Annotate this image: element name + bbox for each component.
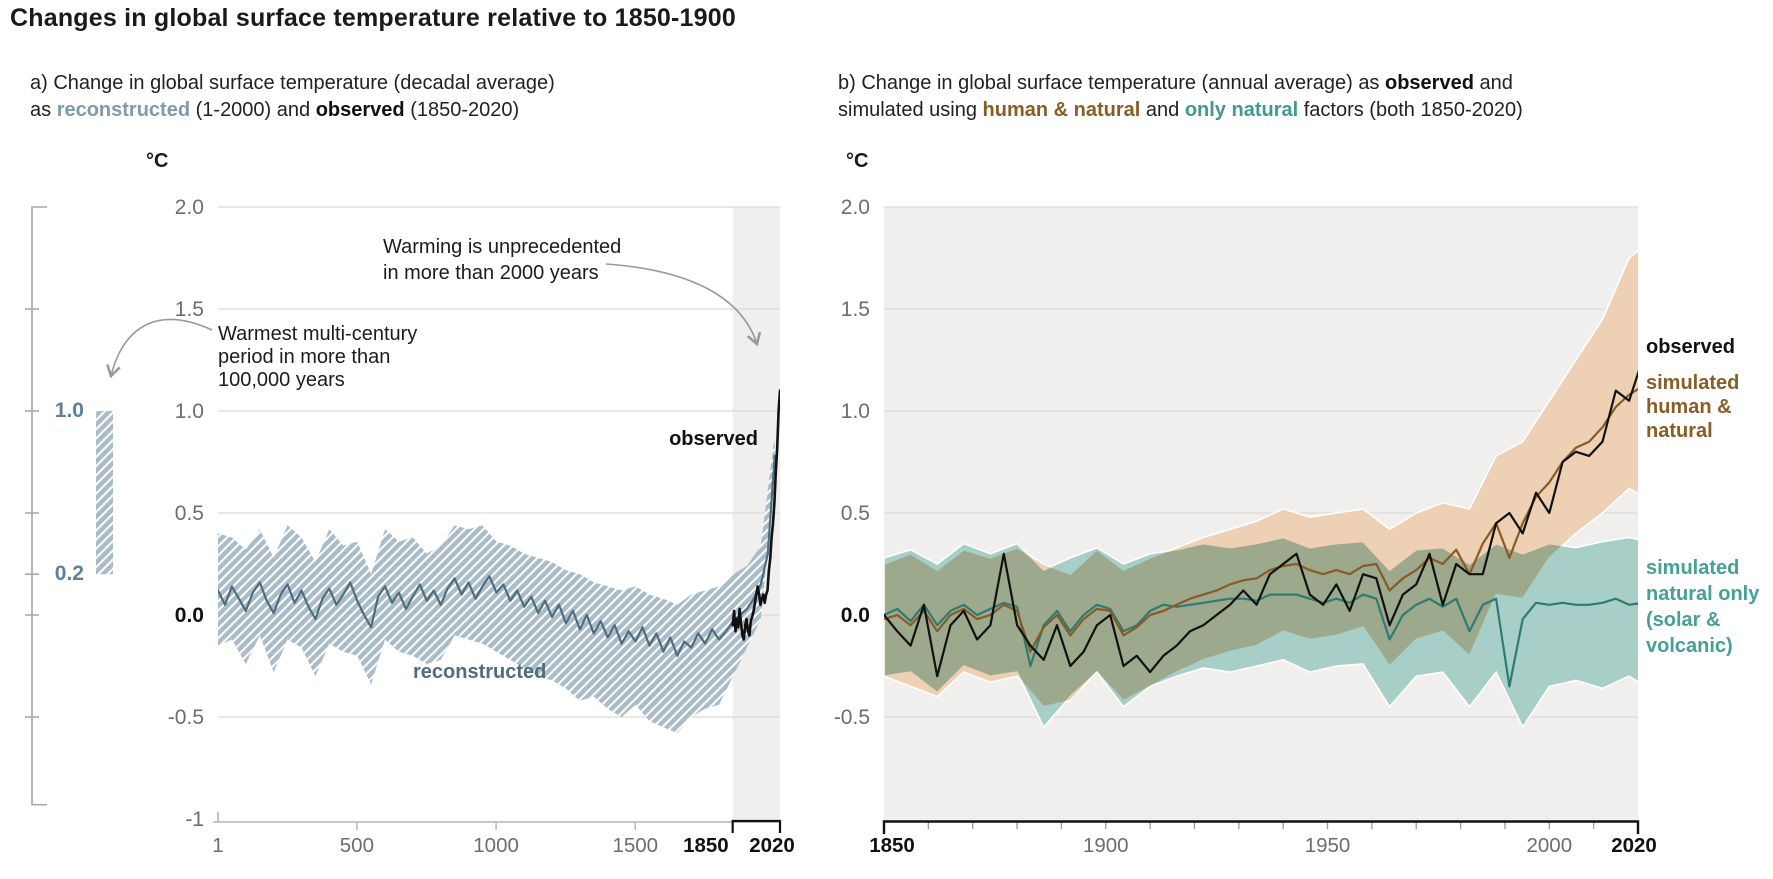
y-tick-label: 1.0 (841, 400, 870, 423)
panel-b-y-unit: °C (846, 150, 869, 172)
panel-a: 2.01.51.00.50.0-0.5-11 500 1000 1500 1850 202… (168, 196, 795, 857)
line-observed (731, 389, 780, 641)
subtitle-text: b) Change in global surface temperature … (838, 72, 1385, 94)
y-tick-label: 2.0 (175, 196, 204, 219)
x-tick-label: 1850 (869, 834, 915, 857)
y-tick-label: -1 (185, 808, 204, 831)
y-tick-label: -0.5 (168, 706, 204, 729)
observed-period-bracket (731, 819, 782, 833)
panel-b-subtitle: b) Change in global surface temperature … (838, 70, 1738, 124)
subtitle-text: (1850-2020) (404, 99, 520, 121)
x-tick-label: 1850 (683, 834, 729, 857)
figure-title: Changes in global surface temperature re… (10, 4, 736, 32)
subtitle-text: (1-2000) and (190, 99, 316, 121)
x-tick-label: 2020 (1611, 834, 1657, 857)
only-natural-keyword: only natural (1184, 99, 1299, 121)
warmest-period-bar (96, 411, 113, 575)
side-scale-axis (31, 206, 47, 806)
y-tick-label: 0.0 (841, 604, 870, 627)
subtitle-text: simulated using (838, 99, 983, 121)
panel-b-simulated-natural-only-label: simulated natural only (solar & volcanic… (1646, 557, 1760, 657)
warming-annotation: Warming is unprecedented in more than 20… (383, 236, 622, 284)
panel-b-simulated-human-natural-label: simulated human & natural (1646, 372, 1740, 442)
x-tick-label: 1000 (473, 834, 519, 857)
y-tick-label: -0.5 (834, 706, 870, 729)
line-reconstructed (218, 454, 776, 657)
panel-a-subtitle: a) Change in global surface temperature … (30, 70, 750, 124)
panel-a-y-unit: °C (146, 150, 169, 172)
panel-b-observed-label: observed (1646, 336, 1735, 358)
panel-a-subtitle-line2: as reconstructed (1-2000) and observed (… (30, 97, 750, 124)
line-observed (884, 369, 1638, 678)
side-scale-label-0-2: 0.2 (54, 562, 84, 585)
subtitle-text: as (30, 99, 57, 121)
line-simulated-natural-only (884, 593, 1638, 688)
side-scale-label-1-0: 1.0 (54, 399, 84, 422)
x-axis (882, 820, 1640, 834)
y-tick-label: 0.5 (841, 502, 870, 525)
x-tick-label: 1950 (1305, 834, 1351, 857)
x-tick-label: 2000 (1526, 834, 1572, 857)
y-tick-label: 0.0 (175, 604, 204, 627)
panel-a-observed-label: observed (669, 428, 758, 450)
human-natural-keyword: human & natural (982, 99, 1141, 121)
y-tick-label: 1.5 (175, 298, 204, 321)
y-tick-label: 2.0 (841, 196, 870, 219)
subtitle-text: and (1473, 72, 1513, 94)
x-tick-label: 500 (340, 834, 374, 857)
x-tick-label: 1900 (1083, 834, 1129, 857)
panel-b: 2.0 1.5 1.0 0.5 0.0 -0.5 1850 1900 1950 2000 2020 (834, 196, 1657, 857)
line-simulated-human-natural (884, 387, 1638, 653)
observed-keyword: observed (1385, 72, 1474, 94)
y-tick-label: 1.5 (841, 298, 870, 321)
band-reconstructed-range (218, 435, 775, 734)
observed-keyword: observed (315, 99, 405, 121)
reconstructed-keyword: reconstructed (56, 99, 191, 121)
side-scale (25, 206, 113, 806)
panel-a-reconstructed-label: reconstructed (413, 661, 547, 683)
y-tick-label: 0.5 (175, 502, 204, 525)
warmest-period-annotation: Warmest multi-century period in more tha… (218, 323, 418, 391)
x-tick-label: 1500 (612, 834, 658, 857)
panel-b-subtitle-line2: simulated using human & natural and only… (838, 97, 1738, 124)
x-tick-label: 2020 (749, 834, 795, 857)
x-tick-label: 1 (212, 834, 223, 857)
y-tick-label: 1.0 (175, 400, 204, 423)
subtitle-text: and (1140, 99, 1185, 121)
subtitle-text: factors (both 1850-2020) (1298, 99, 1523, 121)
panel-a-subtitle-line1: a) Change in global surface temperature … (30, 72, 555, 94)
panel-b-subtitle-line1: b) Change in global surface temperature … (838, 70, 1738, 97)
